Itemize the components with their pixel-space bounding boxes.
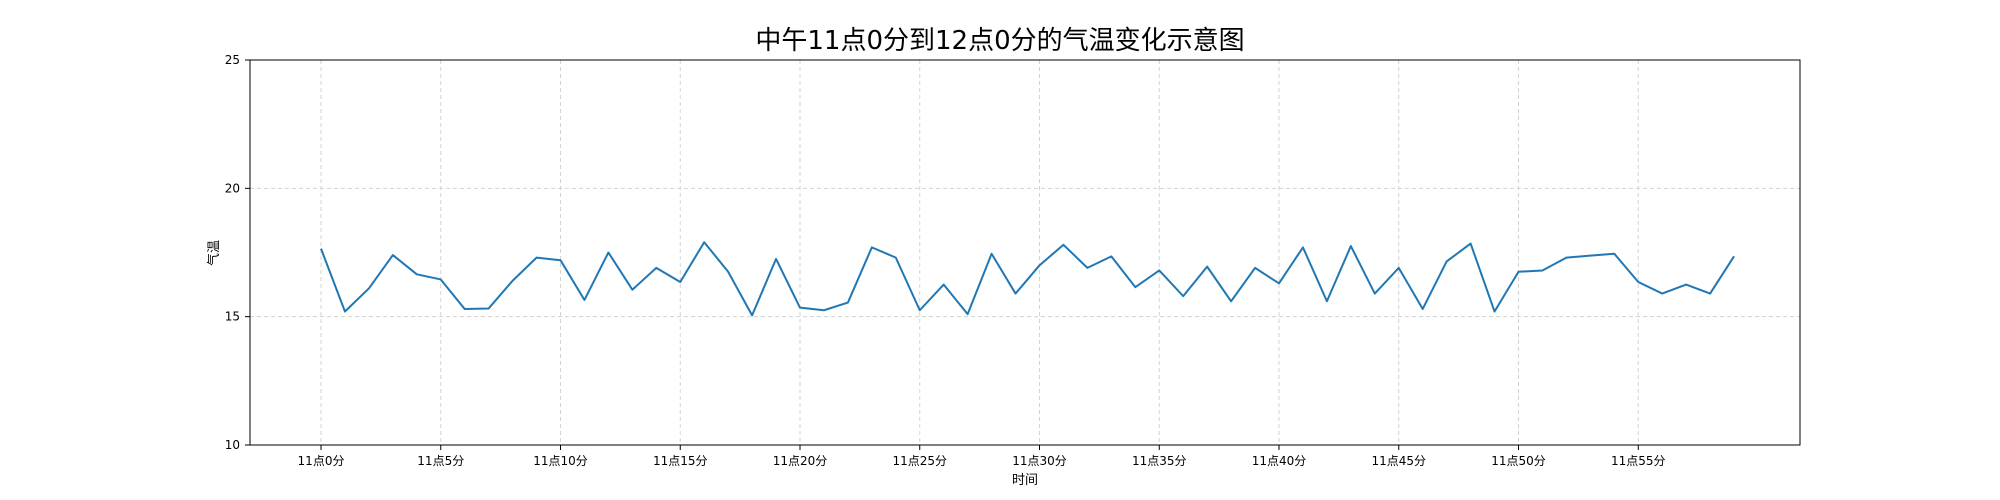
x-tick-label: 11点55分	[1611, 454, 1666, 468]
data-series	[320, 241, 1735, 317]
x-tick-label: 11点45分	[1371, 454, 1426, 468]
x-axis-label: 时间	[1012, 473, 1038, 488]
y-tick-label: 10	[225, 438, 240, 452]
plot-frame	[249, 59, 1801, 446]
x-tick-label: 11点20分	[773, 454, 828, 468]
x-tick-label: 11点35分	[1132, 454, 1187, 468]
y-tick-label: 25	[225, 53, 240, 67]
y-tick-label: 15	[225, 310, 240, 324]
x-tick-label: 11点50分	[1491, 454, 1546, 468]
x-tick-label: 11点25分	[892, 454, 947, 468]
grid-lines	[250, 60, 1800, 445]
x-tick-label: 11点30分	[1012, 454, 1067, 468]
x-tick-label: 11点5分	[417, 454, 464, 468]
x-tick-label: 11点0分	[298, 454, 345, 468]
y-axis: 10 15 20 25	[225, 53, 250, 452]
x-tick-label: 11点15分	[653, 454, 708, 468]
chart-title: 中午11点0分到12点0分的气温变化示意图	[755, 26, 1244, 56]
x-tick-label: 11点10分	[533, 454, 588, 468]
temperature-line	[320, 241, 1735, 317]
x-axis: 11点0分 11点5分 11点10分 11点15分 11点20分 11点25分 11点30分…	[298, 445, 1666, 468]
y-tick-label: 20	[225, 181, 240, 195]
y-axis-label: 气温	[206, 240, 222, 266]
x-tick-label: 11点40分	[1252, 454, 1307, 468]
